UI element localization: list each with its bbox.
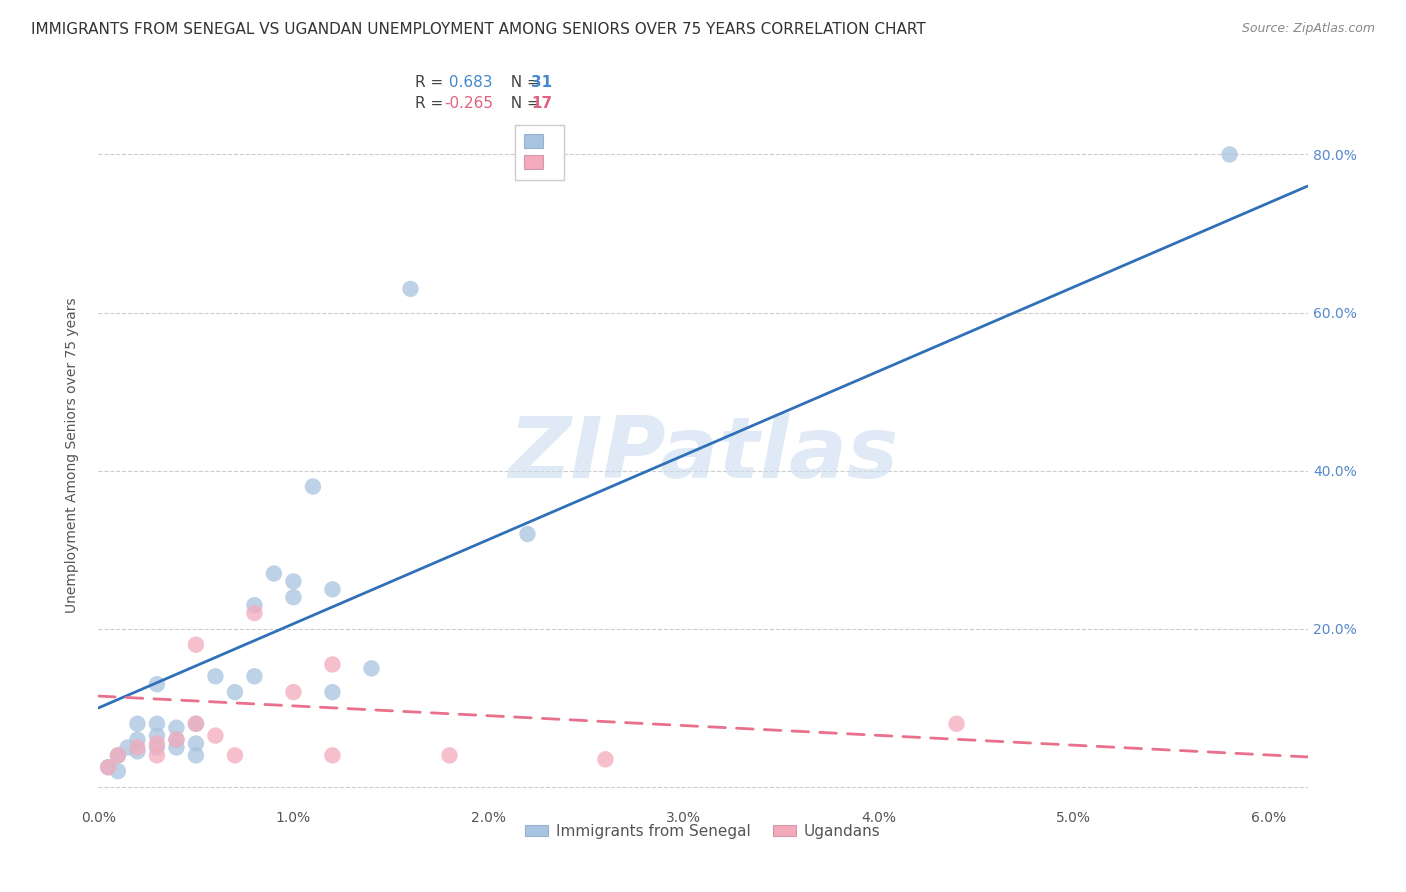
Point [146, 748, 169, 763]
Point [321, 685, 343, 699]
Legend: Immigrants from Senegal, Ugandans: Immigrants from Senegal, Ugandans [519, 818, 887, 846]
Point [283, 574, 305, 589]
Point [283, 685, 305, 699]
Point [243, 669, 266, 683]
Point [283, 591, 305, 605]
Text: R =: R = [415, 96, 449, 112]
Point [302, 479, 325, 493]
Point [107, 748, 129, 763]
Point [165, 732, 187, 747]
Point [127, 744, 149, 758]
Point [165, 732, 187, 747]
Text: R =: R = [415, 75, 449, 90]
Point [224, 748, 246, 763]
Point [360, 661, 382, 675]
Point [146, 677, 169, 691]
Point [1219, 147, 1241, 161]
Point [184, 638, 207, 652]
Point [184, 748, 207, 763]
Point [439, 748, 461, 763]
Text: Source: ZipAtlas.com: Source: ZipAtlas.com [1241, 22, 1375, 36]
Point [127, 740, 149, 755]
Point [107, 764, 129, 779]
Point [117, 740, 139, 755]
Text: IMMIGRANTS FROM SENEGAL VS UGANDAN UNEMPLOYMENT AMONG SENIORS OVER 75 YEARS CORR: IMMIGRANTS FROM SENEGAL VS UGANDAN UNEMP… [31, 22, 925, 37]
Point [516, 527, 538, 541]
Point [243, 606, 266, 620]
Point [165, 721, 187, 735]
Text: 17: 17 [531, 96, 553, 112]
Point [321, 657, 343, 672]
Point [399, 282, 422, 296]
Point [321, 582, 343, 597]
Text: -0.265: -0.265 [444, 96, 494, 112]
Point [165, 740, 187, 755]
Point [595, 752, 617, 766]
Text: N =: N = [501, 96, 544, 112]
Point [127, 716, 149, 731]
Point [97, 760, 120, 774]
Point [224, 685, 246, 699]
Point [184, 737, 207, 751]
Text: N =: N = [501, 75, 544, 90]
Point [146, 737, 169, 751]
Point [204, 669, 226, 683]
Y-axis label: Unemployment Among Seniors over 75 years: Unemployment Among Seniors over 75 years [65, 297, 79, 613]
Text: 0.683: 0.683 [444, 75, 492, 90]
Point [107, 748, 129, 763]
Point [321, 748, 343, 763]
Point [243, 598, 266, 612]
Point [184, 716, 207, 731]
Point [263, 566, 285, 581]
Point [945, 716, 967, 731]
Text: 31: 31 [531, 75, 553, 90]
Point [146, 729, 169, 743]
Point [204, 729, 226, 743]
Point [127, 732, 149, 747]
Point [146, 716, 169, 731]
Text: ZIPatlas: ZIPatlas [508, 413, 898, 497]
Point [146, 740, 169, 755]
Point [184, 716, 207, 731]
Point [97, 760, 120, 774]
